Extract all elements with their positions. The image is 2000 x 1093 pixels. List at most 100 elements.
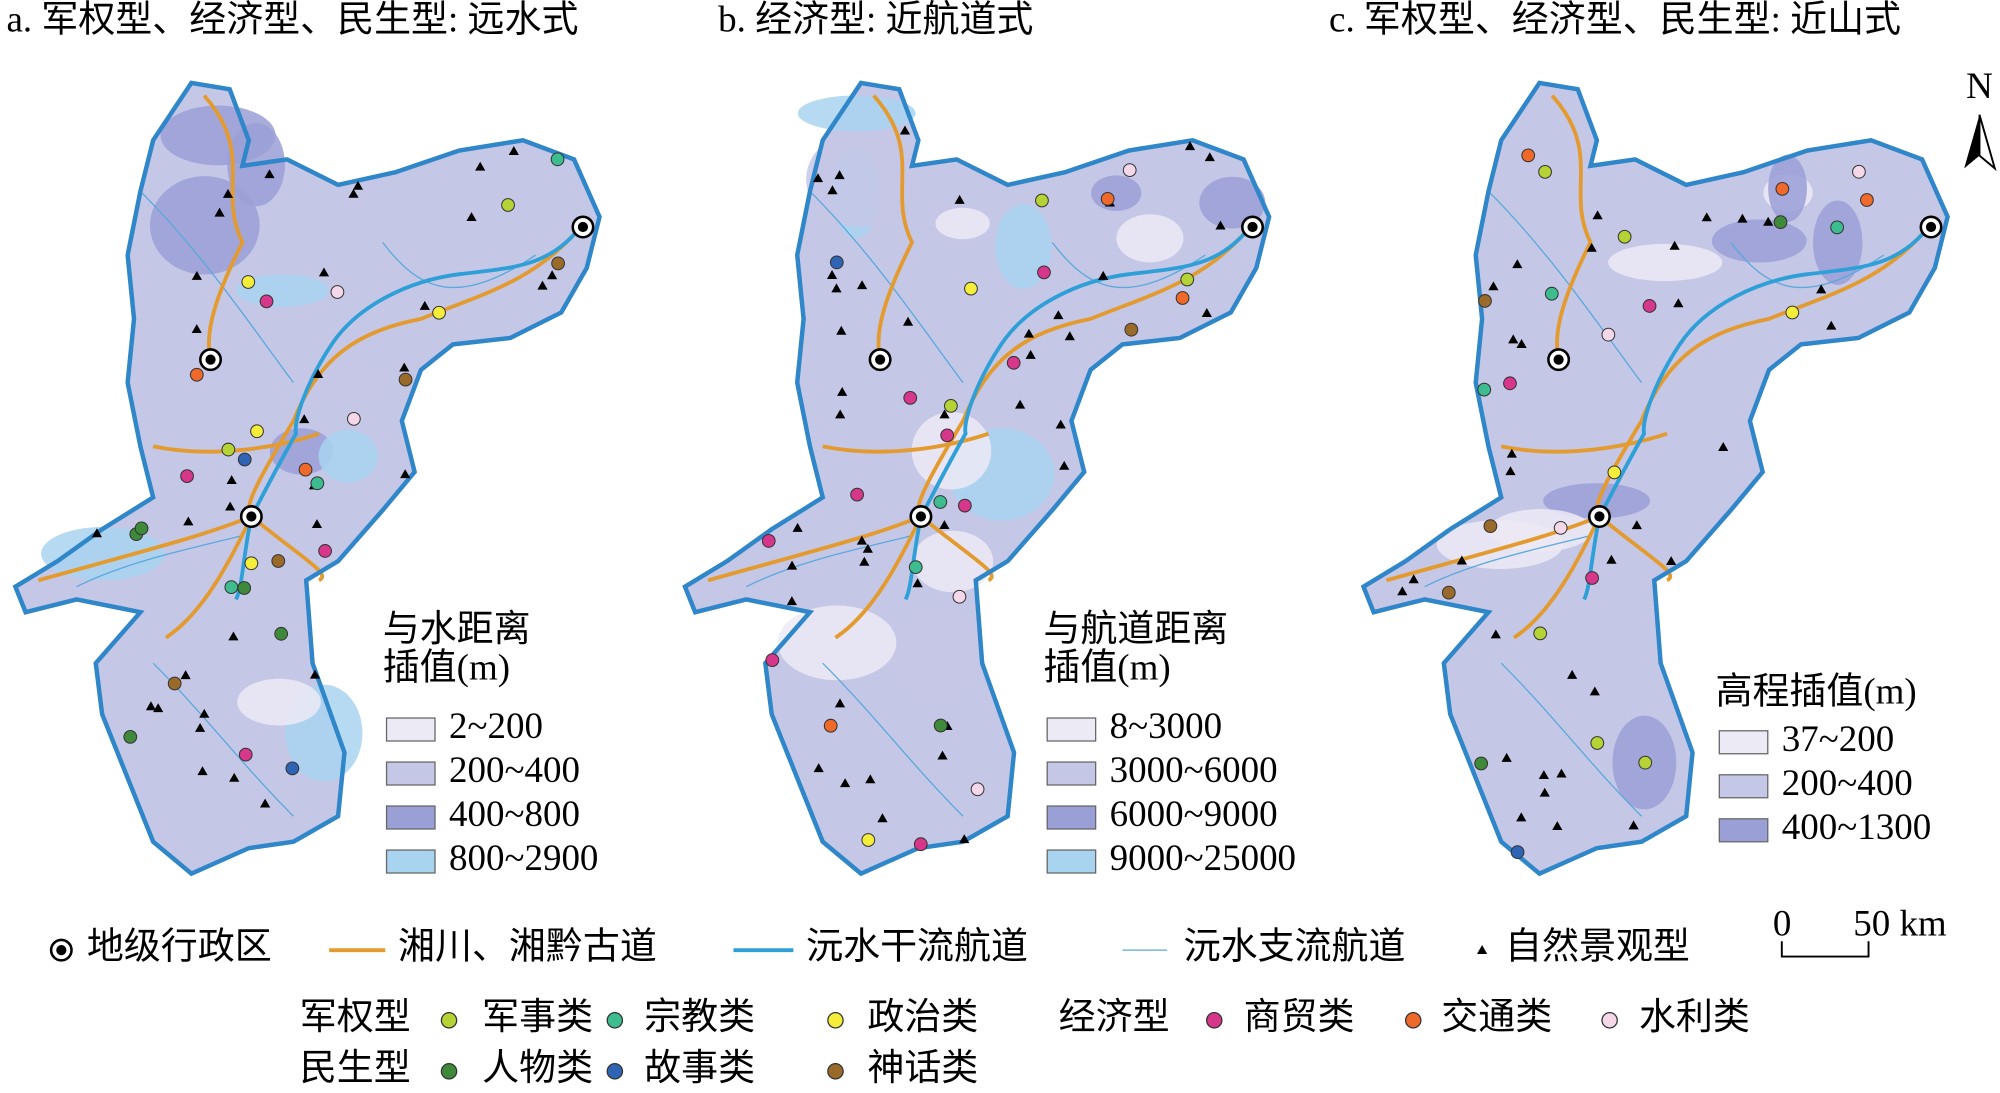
landscape-site (1701, 212, 1712, 222)
legend-swatch (1046, 717, 1097, 742)
group-item-label: 政治类 (867, 996, 978, 1037)
heritage-site (180, 469, 194, 483)
interpolation-patch (806, 131, 915, 227)
landscape-site (1516, 812, 1527, 822)
map-panel (685, 83, 1269, 874)
legend-title: 高程插值(m) (1715, 671, 1916, 713)
landscape-site (1098, 270, 1109, 280)
group-dot (440, 1012, 458, 1029)
symbol-landscape (1476, 945, 1488, 954)
heritage-site (298, 462, 313, 477)
group-item-label: 军事类 (482, 996, 593, 1037)
legend-label: 3000~6000 (1110, 749, 1278, 790)
panel-title: a. 军权型、经济型、民生型: 远水式 (6, 0, 578, 39)
heritage-site (398, 372, 413, 387)
city-dot (1925, 221, 1937, 233)
ancient-road (1385, 94, 1930, 640)
group-dot (606, 1012, 624, 1029)
legend-title: 与水距离 (383, 608, 531, 649)
interpolation-patch (1711, 219, 1807, 263)
heritage-site (1477, 382, 1492, 397)
landscape-site (902, 316, 914, 326)
ancient-road (37, 94, 582, 640)
interpolation-patch (1608, 243, 1723, 282)
heritage-site (829, 255, 844, 270)
maps: a. 军权型、经济型、民生型: 远水式与水距离插值(m)2~200200~400… (6, 0, 1997, 878)
landscape-site (1488, 281, 1499, 291)
group-dot (827, 1063, 844, 1080)
landscape-site (229, 772, 240, 782)
landscape-site (260, 798, 271, 808)
legend-symbol-label: 湘川、湘黔古道 (398, 926, 657, 967)
landscape-site (834, 698, 846, 708)
landscape-site (839, 778, 851, 788)
landscape-site (837, 386, 848, 396)
landscape-site (191, 324, 202, 334)
heritage-site (274, 626, 289, 641)
legend-swatch (1046, 805, 1097, 830)
heritage-site (1538, 165, 1552, 179)
heritage-site (1852, 164, 1866, 179)
group-dot (440, 1063, 458, 1080)
landscape-site (475, 161, 486, 171)
landscape-site (228, 631, 239, 641)
landscape-site (786, 596, 797, 606)
group-dot (827, 1012, 844, 1029)
interpolation-patch (306, 361, 387, 400)
heritage-site (1544, 286, 1559, 301)
landscape-site (836, 325, 847, 335)
interpolation-patch (935, 207, 990, 240)
heritage-site (1785, 305, 1800, 320)
landscape-site (1552, 821, 1563, 831)
heritage-site (903, 391, 918, 405)
legend-symbol-label: 沅水干流航道 (806, 926, 1028, 967)
landscape-site (1408, 574, 1419, 584)
group-item-label: 人物类 (482, 1047, 593, 1088)
north-arrow-left (1964, 114, 1980, 169)
landscape-site (877, 813, 888, 823)
heritage-site (1860, 193, 1874, 207)
landscape-site (1516, 339, 1527, 348)
legend-label: 6000~9000 (1110, 793, 1278, 834)
landscape-site (1718, 442, 1729, 451)
legend-title: 插值(m) (1043, 646, 1170, 688)
landscape-site (1538, 770, 1549, 780)
heritage-site (1100, 191, 1115, 206)
interpolation-patch (797, 95, 916, 132)
landscape-site (862, 543, 873, 553)
scale-bar (1780, 941, 1870, 958)
legend-label: 800~2900 (449, 837, 598, 878)
interpolation-patch (1199, 176, 1266, 229)
north-arrow-right (1978, 114, 1997, 172)
heritage-site (933, 718, 948, 733)
heritage-site (1590, 736, 1605, 750)
heritage-site (861, 833, 876, 847)
heritage-site (1830, 220, 1845, 235)
landscape-site (537, 280, 548, 290)
group-item-label: 商贸类 (1244, 996, 1355, 1037)
landscape-site (299, 414, 310, 424)
heritage-site (123, 730, 138, 744)
heritage-site (765, 653, 780, 667)
landscape-site (1673, 298, 1684, 308)
legend-symbol-label: 自然景观型 (1505, 926, 1690, 967)
heritage-site (285, 761, 300, 776)
landscape-site (1586, 242, 1597, 252)
heritage-site (940, 428, 955, 443)
landscape-site (1501, 752, 1512, 762)
interpolation-patch (912, 530, 994, 593)
landscape-site (214, 207, 225, 217)
heritage-site (1553, 520, 1568, 535)
heritage-site (1175, 291, 1190, 305)
interpolation-patch (911, 412, 992, 490)
heritage-site (310, 476, 325, 491)
heritage-site (271, 554, 286, 568)
legend-title: 插值(m) (383, 646, 510, 688)
tributary (76, 190, 537, 817)
landscape-site (959, 834, 970, 844)
heritage-site (1607, 465, 1622, 480)
heritage-site (1585, 571, 1599, 585)
legend-swatch (385, 717, 436, 742)
heritage-site (550, 152, 565, 167)
